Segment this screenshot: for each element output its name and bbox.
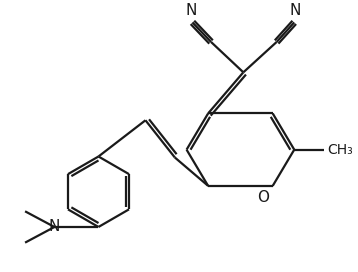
Text: N: N: [290, 2, 301, 17]
Text: CH₃: CH₃: [328, 143, 353, 157]
Text: O: O: [257, 190, 269, 205]
Text: N: N: [49, 220, 60, 234]
Text: N: N: [186, 2, 197, 17]
